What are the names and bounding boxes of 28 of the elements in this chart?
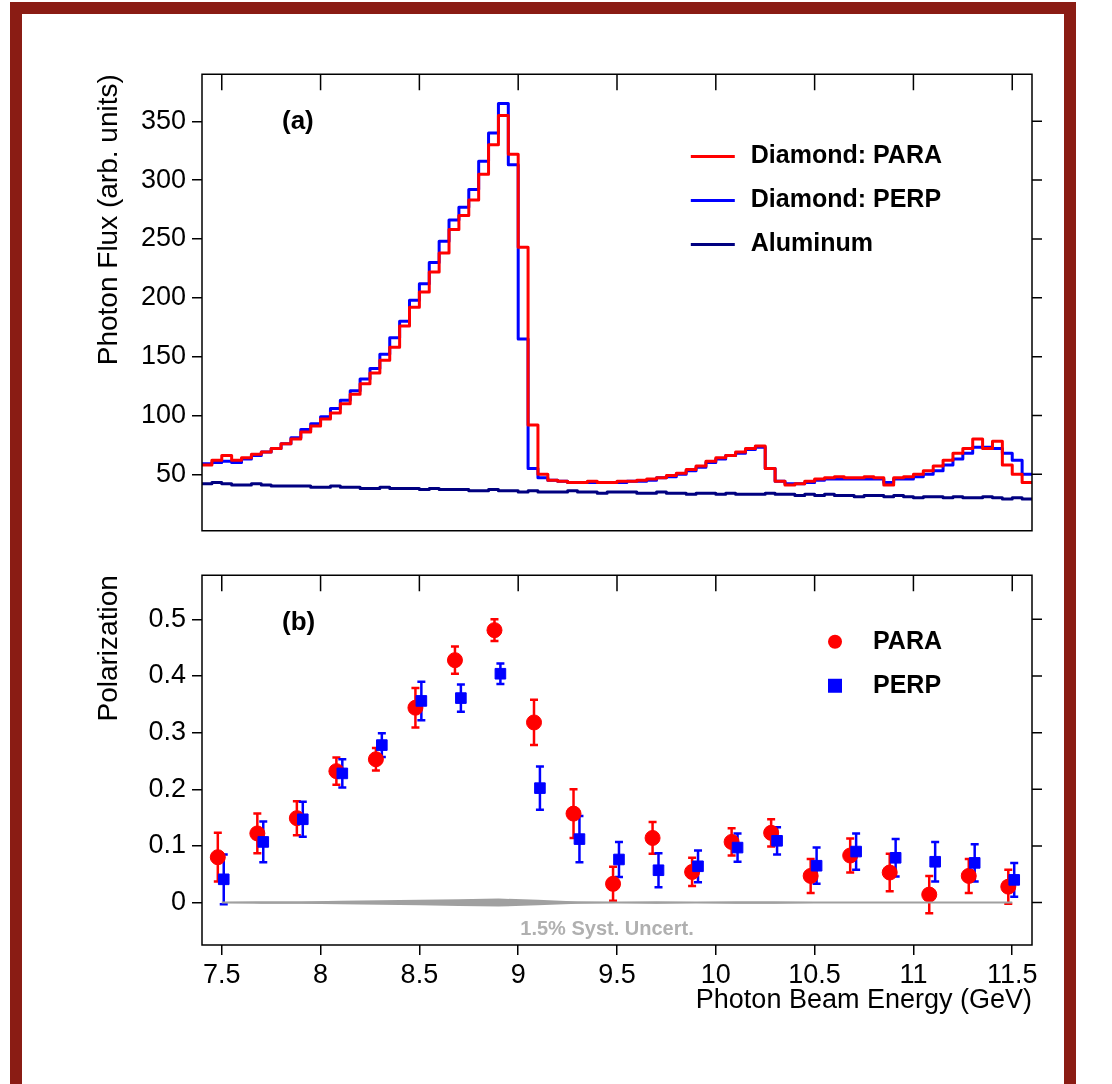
y-tick-label: 200 <box>140 281 186 312</box>
y-tick-label: 0.5 <box>148 602 186 633</box>
y-tick-label: 100 <box>140 398 186 429</box>
y-tick-label: 0 <box>170 885 186 916</box>
x-tick-label: 7.5 <box>202 958 241 989</box>
y-tick-label: 300 <box>140 163 186 194</box>
y-tick-label: 0.4 <box>148 659 186 690</box>
y-tick-label: 250 <box>140 222 186 253</box>
y-axis-title: Polarization <box>91 575 123 722</box>
x-tick-label: 9 <box>510 958 526 989</box>
y-tick-label: 350 <box>140 104 186 135</box>
legend-label: Aluminum <box>750 228 874 257</box>
y-axis-title: Photon Flux (arb. units) <box>91 74 123 366</box>
x-tick-label: 8 <box>313 958 329 989</box>
y-tick-label: 0.2 <box>148 772 186 803</box>
legend-label: Diamond: PERP <box>750 184 942 213</box>
legend-label: PARA <box>873 625 942 654</box>
x-tick-label: 9.5 <box>598 958 636 989</box>
y-tick-label: 150 <box>140 340 186 371</box>
y-tick-label: 50 <box>155 457 186 488</box>
annotation: (a) <box>282 105 314 136</box>
legend-label: PERP <box>873 669 942 698</box>
annotation: (b) <box>282 606 316 637</box>
y-tick-label: 0.3 <box>148 716 186 747</box>
legend-label: Diamond: PARA <box>750 140 942 169</box>
x-tick-label: 8.5 <box>400 958 439 989</box>
y-tick-label: 0.1 <box>148 829 186 860</box>
annotation: 1.5% Syst. Uncert. <box>520 916 694 939</box>
